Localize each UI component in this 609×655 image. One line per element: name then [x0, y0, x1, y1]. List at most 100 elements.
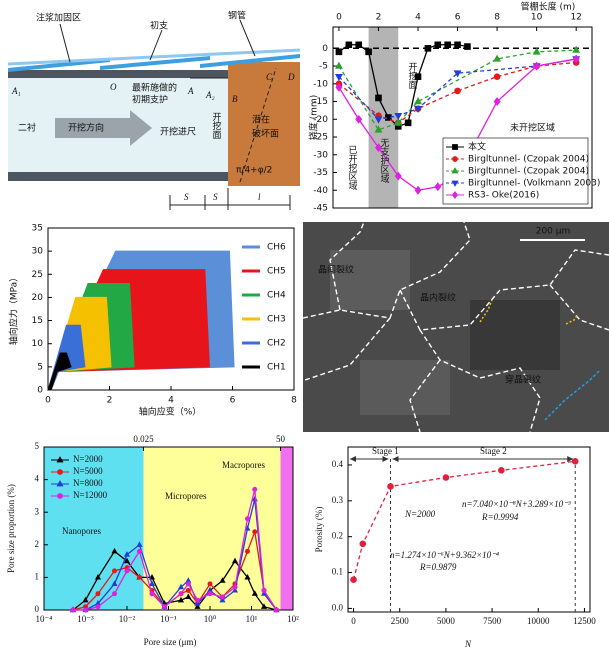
marker: [136, 541, 143, 547]
lining-bottom: [8, 172, 228, 181]
stress-loop: [47, 352, 72, 391]
label: S: [184, 192, 189, 202]
y-tick-label: 1: [35, 571, 40, 581]
marker: [350, 576, 357, 584]
marker: [451, 167, 459, 174]
marker: [185, 593, 192, 600]
region: [280, 447, 293, 610]
y-tick-label: 0.4: [332, 459, 344, 469]
marker: [148, 580, 156, 587]
marker: [261, 587, 267, 593]
marker: [335, 61, 343, 69]
x-tick-label: 4: [168, 396, 174, 406]
legend-label: Birgltunnel- (Volkmann 2003): [468, 179, 600, 189]
x-tick-label: 2: [107, 396, 113, 406]
label: O: [110, 82, 117, 92]
marker: [359, 540, 367, 548]
label: 潜在: [252, 114, 270, 126]
legend-label: RS3- Oke(2016): [468, 191, 539, 201]
y-tick-label: 3: [35, 506, 40, 516]
y-tick-label: -30: [313, 150, 328, 160]
label: π/4+φ/2: [236, 166, 272, 176]
region-label: Micropores: [165, 491, 207, 501]
series-line: [73, 489, 278, 611]
marker: [355, 41, 363, 49]
y-axis-label: 轴向应力（MPa）: [8, 273, 20, 345]
lining-top: [8, 70, 228, 78]
micrograph: 200 μm 晶间裂纹 晶内裂纹 穿晶裂纹: [302, 221, 609, 433]
marker: [83, 607, 88, 613]
label: A: [187, 86, 194, 96]
x-tick-label: 10000: [527, 616, 550, 626]
marker: [533, 61, 541, 71]
y-tick-label: 0: [322, 44, 328, 54]
y-axis-label: 挠度 (mm): [308, 95, 320, 140]
y-axis-label: Porosity (%): [314, 507, 324, 553]
crack: [329, 221, 365, 311]
marker: [394, 112, 403, 121]
leader: [239, 19, 256, 57]
y-tick-label: 0.1: [332, 567, 343, 577]
marker: [414, 185, 422, 195]
marker: [374, 125, 383, 133]
marker: [572, 54, 580, 64]
legend-label: N=2000: [73, 454, 103, 464]
marker: [252, 529, 258, 535]
marker: [375, 143, 382, 153]
marker: [194, 600, 201, 606]
marker: [464, 43, 471, 50]
label: S: [213, 192, 218, 202]
marker: [56, 456, 64, 463]
marker: [111, 580, 118, 587]
marker: [451, 180, 459, 187]
transgranular-crack: [544, 369, 601, 421]
legend-label: CH3: [267, 315, 286, 325]
marker: [387, 483, 394, 490]
marker: [95, 591, 101, 597]
crack: [549, 284, 609, 331]
label: 二衬: [18, 122, 36, 134]
x-tick-label: 2500: [391, 616, 410, 626]
marker: [111, 547, 118, 554]
label: 开挖方向: [68, 122, 104, 134]
annotation: R=0.9994: [481, 512, 519, 522]
annotation: 开挖面: [407, 62, 418, 90]
x-tick-label: 10⁻³: [77, 614, 94, 624]
label: B: [232, 94, 238, 104]
label: D: [287, 72, 295, 82]
marker: [375, 94, 382, 102]
arrow-head: [392, 456, 399, 462]
x-tick-label: 7500: [483, 616, 502, 626]
grain: [470, 300, 560, 370]
marker: [335, 73, 343, 82]
label: A₁: [11, 86, 21, 96]
tunnel-diagram: 注浆加固区 初支 钢管 A₁ O A A₂ B C D 二衬 开挖方向 最新施做…: [7, 10, 301, 210]
y-tick-label: 15: [32, 316, 43, 326]
y-tick-label: 0.2: [332, 531, 343, 541]
x-tick-label: 8: [291, 396, 297, 406]
marker: [124, 568, 130, 574]
legend-label: CH6: [267, 243, 286, 253]
y-tick-label: 0.0: [332, 602, 344, 612]
marker: [219, 594, 225, 600]
crack: [304, 317, 391, 381]
label: 破坏面: [252, 128, 279, 140]
marker: [57, 493, 63, 499]
label: C: [266, 72, 273, 82]
marker: [452, 156, 458, 162]
label: 开挖进尺: [160, 126, 196, 138]
y-tick-label: -45: [313, 204, 328, 214]
x-axis-label: N: [464, 639, 472, 649]
marker: [365, 48, 372, 56]
label: 晶内裂纹: [420, 292, 456, 304]
intragranular-crack: [479, 299, 493, 323]
x-tick-label: 10⁰: [204, 614, 217, 624]
intragranular-crack: [565, 313, 579, 325]
label: 注浆加固区: [36, 12, 81, 24]
legend-label: N=5000: [73, 466, 103, 476]
marker: [148, 573, 156, 580]
legend-label: Birgltunnel- (Czopak 2004): [468, 167, 589, 177]
marker: [94, 573, 102, 580]
